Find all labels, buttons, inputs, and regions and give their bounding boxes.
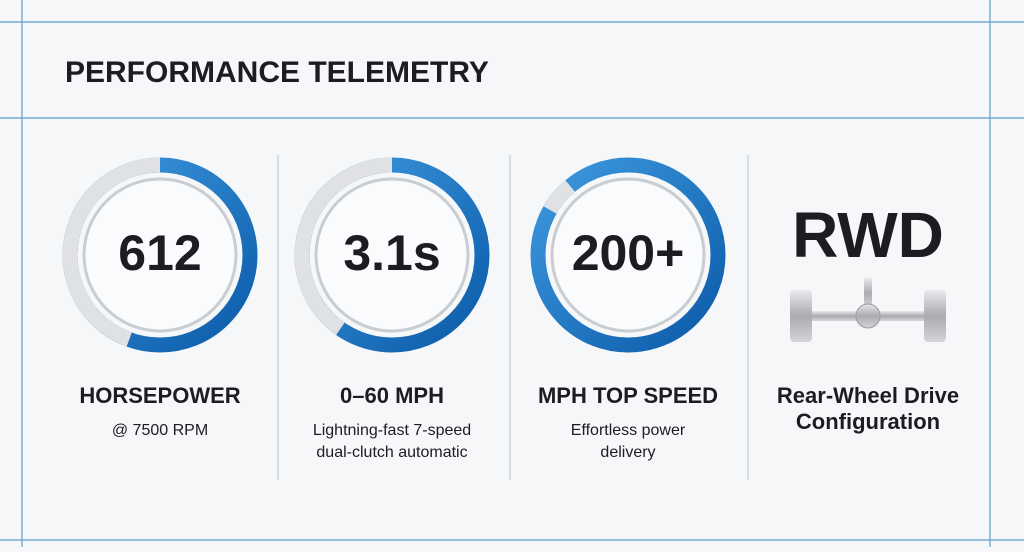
- stat-detail: @ 7500 RPM: [112, 422, 208, 439]
- gauge-gap: [543, 180, 576, 215]
- drivetrain-icon: [790, 278, 946, 342]
- stat-value: RWD: [792, 199, 944, 271]
- stat-detail: dual-clutch automatic: [316, 444, 467, 461]
- differential: [855, 303, 881, 329]
- driveshaft: [864, 278, 872, 308]
- stat-value: 612: [118, 225, 201, 281]
- stat-label: Rear-Wheel Drive: [777, 383, 959, 408]
- gauge-gap: [62, 157, 161, 347]
- gauge-gap: [294, 157, 393, 335]
- stat-detail: Lightning-fast 7-speed: [313, 422, 471, 439]
- column-dividers: [277, 155, 749, 480]
- wheel: [790, 290, 812, 342]
- gauge-inner: [314, 177, 470, 333]
- stat-label: 0–60 MPH: [340, 383, 444, 408]
- wheel: [924, 290, 946, 342]
- stat-label: MPH TOP SPEED: [538, 383, 718, 408]
- stat-label: HORSEPOWER: [79, 383, 240, 408]
- title: PERFORMANCE TELEMETRY: [65, 56, 489, 89]
- gauge-inner: [550, 177, 706, 333]
- stat-detail: Effortless power: [571, 422, 686, 439]
- stat-value: 3.1s: [343, 225, 440, 281]
- stat-label: Configuration: [796, 409, 940, 434]
- stat-value: 200+: [572, 225, 685, 281]
- gauge-inner: [82, 177, 238, 333]
- stat-detail: delivery: [600, 444, 655, 461]
- gauge-ring: [530, 157, 726, 353]
